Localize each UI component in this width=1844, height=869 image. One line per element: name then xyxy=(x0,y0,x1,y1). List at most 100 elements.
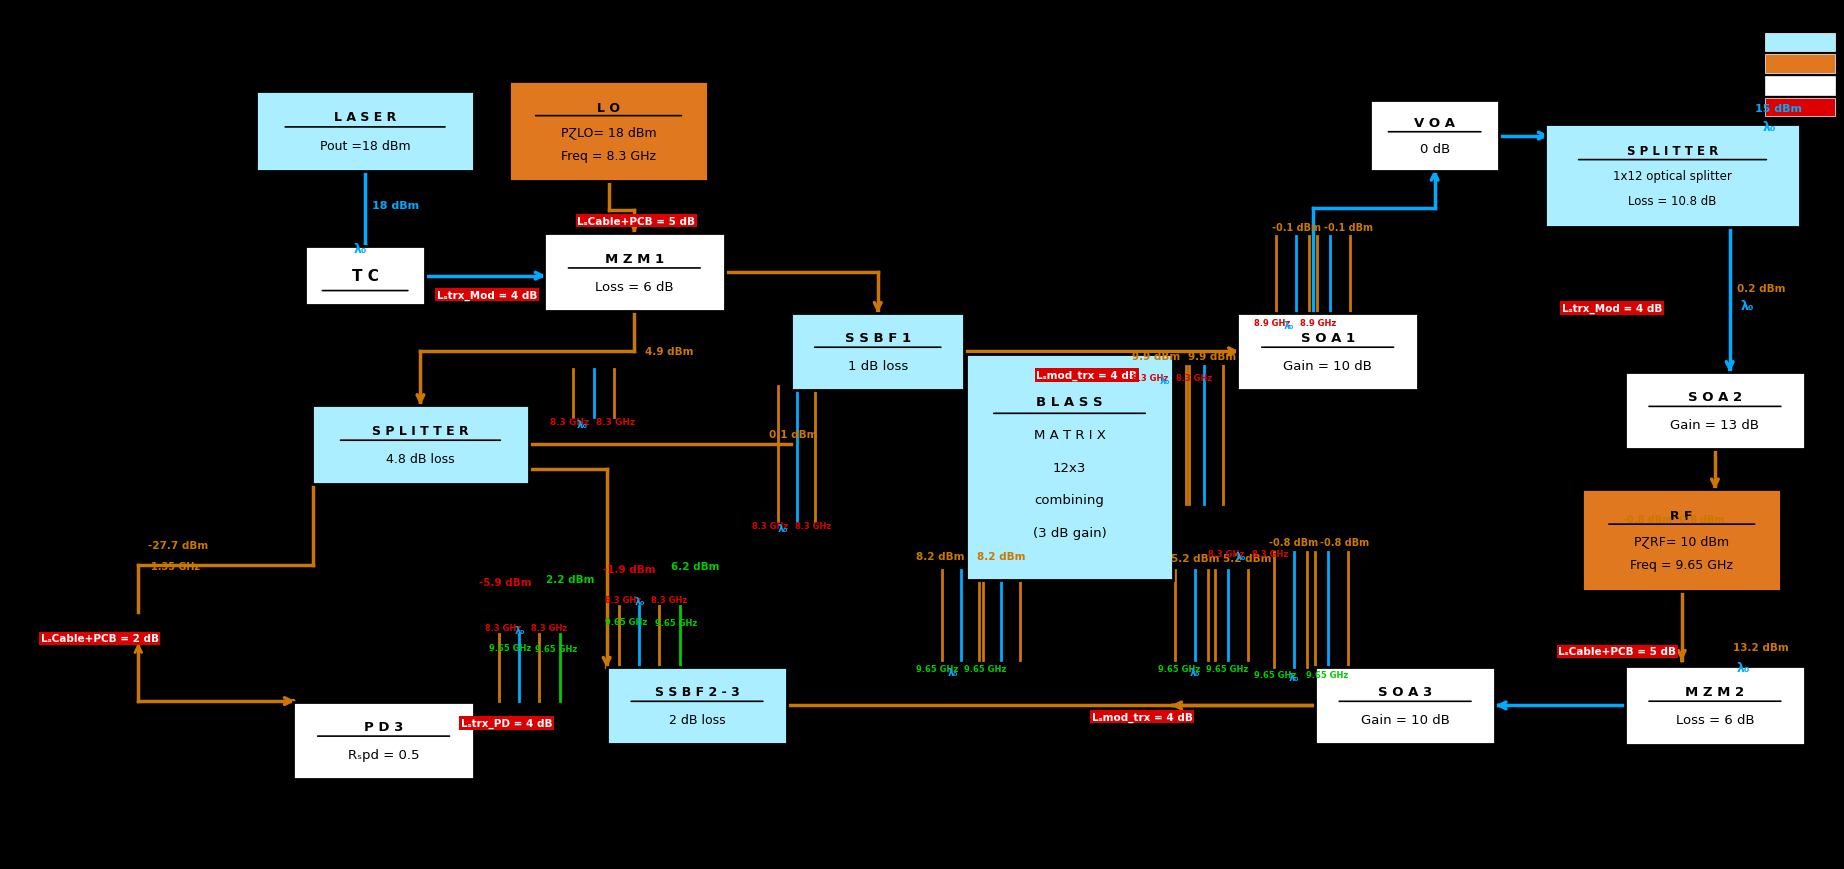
Text: 2 dB loss: 2 dB loss xyxy=(669,713,725,726)
Text: λ₀: λ₀ xyxy=(1741,300,1754,312)
FancyBboxPatch shape xyxy=(1765,99,1835,117)
Text: 6.2 dBm: 6.2 dBm xyxy=(671,561,719,572)
Text: λ₀: λ₀ xyxy=(1763,122,1776,134)
Text: 9.65 GHz: 9.65 GHz xyxy=(1158,665,1200,673)
Text: -0.1 dBm: -0.1 dBm xyxy=(1324,222,1374,233)
Text: λ₀: λ₀ xyxy=(1189,667,1200,677)
Text: Freq = 9.65 GHz: Freq = 9.65 GHz xyxy=(1630,559,1733,572)
Text: LₛCable+PCB = 2 dB: LₛCable+PCB = 2 dB xyxy=(41,634,159,644)
Text: LₛCable+PCB = 5 dB: LₛCable+PCB = 5 dB xyxy=(577,216,695,227)
FancyBboxPatch shape xyxy=(966,355,1173,580)
Text: 9.9 dBm: 9.9 dBm xyxy=(1132,351,1180,362)
Text: -0.8 dBm -0.8 dBm: -0.8 dBm -0.8 dBm xyxy=(1623,514,1724,525)
Text: 4.8 dB loss: 4.8 dB loss xyxy=(385,453,455,466)
Text: 5.2 dBm: 5.2 dBm xyxy=(1223,553,1271,563)
Text: L O: L O xyxy=(597,102,620,115)
Text: λ₀: λ₀ xyxy=(1283,321,1294,331)
Text: -0.8 dBm: -0.8 dBm xyxy=(1320,537,1370,547)
Text: λ₀: λ₀ xyxy=(577,420,588,430)
Text: V O A: V O A xyxy=(1414,117,1455,130)
FancyBboxPatch shape xyxy=(1545,125,1800,228)
Text: P D 3: P D 3 xyxy=(363,720,404,733)
FancyBboxPatch shape xyxy=(1582,489,1781,592)
Text: 8.3 GHz: 8.3 GHz xyxy=(752,521,789,530)
Text: 0.2 dBm: 0.2 dBm xyxy=(1737,283,1785,294)
Text: -1.9 dBm: -1.9 dBm xyxy=(603,564,656,574)
Text: S S B F 2 - 3: S S B F 2 - 3 xyxy=(655,686,739,699)
Text: 9.65 GHz: 9.65 GHz xyxy=(605,617,647,626)
Text: S O A 3: S O A 3 xyxy=(1377,686,1433,699)
Text: 9.65 GHz: 9.65 GHz xyxy=(1306,670,1348,679)
FancyBboxPatch shape xyxy=(1625,373,1805,449)
Text: Lₛtrx_PD = 4 dB: Lₛtrx_PD = 4 dB xyxy=(461,718,553,728)
FancyBboxPatch shape xyxy=(1765,77,1835,96)
Text: 9.65 GHz: 9.65 GHz xyxy=(1254,670,1296,679)
Text: Lₛtrx_Mod = 4 dB: Lₛtrx_Mod = 4 dB xyxy=(1562,303,1661,314)
Text: 1.35 GHz: 1.35 GHz xyxy=(151,561,201,572)
Text: T C: T C xyxy=(352,269,378,284)
Text: 8.9 GHz: 8.9 GHz xyxy=(1300,319,1337,328)
Text: combining: combining xyxy=(1034,494,1105,507)
Text: 8.3 GHz: 8.3 GHz xyxy=(1132,374,1169,382)
Text: 8.3 GHz: 8.3 GHz xyxy=(651,595,688,604)
Text: -5.9 dBm: -5.9 dBm xyxy=(479,577,533,587)
Text: 0.1 dBm: 0.1 dBm xyxy=(769,429,817,440)
Text: 9.65 GHz: 9.65 GHz xyxy=(916,665,959,673)
FancyBboxPatch shape xyxy=(544,234,725,312)
Text: λ₀: λ₀ xyxy=(1160,375,1171,386)
Text: 1 dB loss: 1 dB loss xyxy=(848,359,907,372)
Text: 18 dBm: 18 dBm xyxy=(372,201,420,211)
FancyBboxPatch shape xyxy=(1237,314,1418,390)
Text: λ₀: λ₀ xyxy=(1235,551,1247,561)
Text: λ₀: λ₀ xyxy=(354,243,367,255)
Text: 8.3 GHz: 8.3 GHz xyxy=(605,595,642,604)
Text: M Z M 1: M Z M 1 xyxy=(605,252,664,265)
Text: 13.2 dBm: 13.2 dBm xyxy=(1733,642,1789,653)
Text: 8.3 GHz: 8.3 GHz xyxy=(1252,549,1289,558)
Text: R F: R F xyxy=(1671,509,1693,522)
Text: λ₀: λ₀ xyxy=(634,596,645,607)
Text: L A S E R: L A S E R xyxy=(334,111,396,124)
Text: S O A 1: S O A 1 xyxy=(1300,332,1355,345)
Text: 12x3: 12x3 xyxy=(1053,461,1086,474)
Text: Pout =18 dBm: Pout =18 dBm xyxy=(319,140,411,153)
Text: λ₀: λ₀ xyxy=(948,667,959,677)
Text: 9.65 GHz: 9.65 GHz xyxy=(964,665,1007,673)
Text: 8.3 GHz: 8.3 GHz xyxy=(1208,549,1245,558)
FancyBboxPatch shape xyxy=(1625,667,1805,745)
Text: Loss = 10.8 dB: Loss = 10.8 dB xyxy=(1628,195,1717,208)
FancyBboxPatch shape xyxy=(1370,101,1499,172)
Text: 0 dB: 0 dB xyxy=(1420,143,1449,156)
Text: B L A S S: B L A S S xyxy=(1036,396,1103,409)
FancyBboxPatch shape xyxy=(256,92,474,172)
Text: 8.3 GHz: 8.3 GHz xyxy=(531,623,568,632)
Text: M A T R I X: M A T R I X xyxy=(1034,428,1105,441)
Text: 8.3 GHz: 8.3 GHz xyxy=(596,418,634,427)
Text: (3 dB gain): (3 dB gain) xyxy=(1033,526,1106,539)
Text: Gain = 10 dB: Gain = 10 dB xyxy=(1283,359,1372,372)
Text: Freq = 8.3 GHz: Freq = 8.3 GHz xyxy=(561,149,656,163)
FancyBboxPatch shape xyxy=(306,247,424,306)
Text: 4.9 dBm: 4.9 dBm xyxy=(645,347,693,357)
Text: Lₛtrx_Mod = 4 dB: Lₛtrx_Mod = 4 dB xyxy=(437,290,537,301)
FancyBboxPatch shape xyxy=(293,702,474,779)
FancyBboxPatch shape xyxy=(607,667,787,744)
FancyBboxPatch shape xyxy=(509,83,708,182)
Text: 9.9 dBm: 9.9 dBm xyxy=(1188,351,1235,362)
Text: LₛCable+PCB = 5 dB: LₛCable+PCB = 5 dB xyxy=(1558,647,1676,657)
FancyBboxPatch shape xyxy=(312,406,529,484)
Text: Loss = 6 dB: Loss = 6 dB xyxy=(596,281,673,294)
Text: Gain = 13 dB: Gain = 13 dB xyxy=(1671,418,1759,431)
Text: S S B F 1: S S B F 1 xyxy=(845,332,911,345)
Text: 15 dBm: 15 dBm xyxy=(1755,103,1802,114)
FancyBboxPatch shape xyxy=(1315,667,1495,744)
Text: λ₀: λ₀ xyxy=(1737,661,1750,673)
Text: S O A 2: S O A 2 xyxy=(1687,391,1743,404)
Text: -27.7 dBm: -27.7 dBm xyxy=(148,541,208,551)
Text: 8.3 GHz: 8.3 GHz xyxy=(485,623,522,632)
Text: 5.2 dBm: 5.2 dBm xyxy=(1171,553,1219,563)
FancyBboxPatch shape xyxy=(1765,34,1835,52)
Text: λ₀: λ₀ xyxy=(1289,672,1300,682)
Text: 2.2 dBm: 2.2 dBm xyxy=(546,574,594,585)
Text: Rₛpd = 0.5: Rₛpd = 0.5 xyxy=(349,747,419,760)
